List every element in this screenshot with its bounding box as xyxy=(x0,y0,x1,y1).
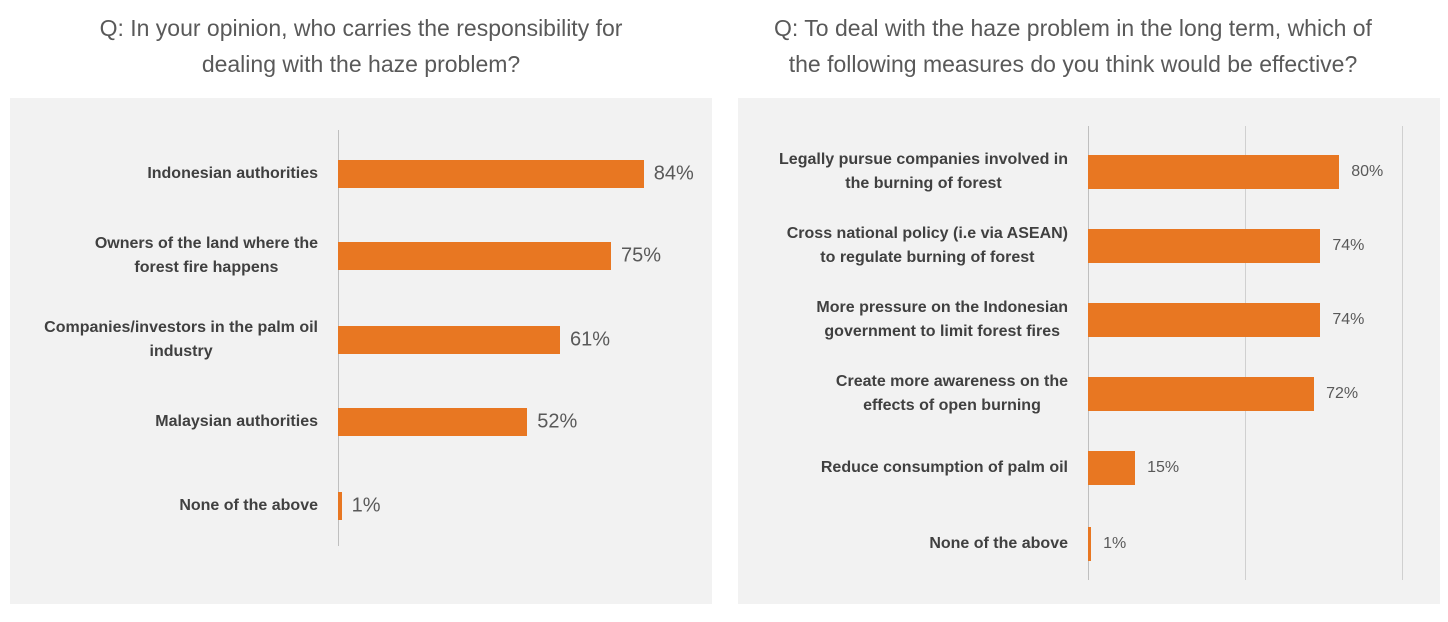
value-label: 74% xyxy=(1332,311,1365,328)
value-label: 84% xyxy=(653,162,694,185)
value-label: 61% xyxy=(570,328,611,351)
bar xyxy=(1088,155,1340,189)
category-label: More pressure on the Indonesian governme… xyxy=(738,290,1068,350)
chart-title: Q: To deal with the haze problem in the … xyxy=(774,15,1372,77)
value-label: 1% xyxy=(351,494,381,517)
bar xyxy=(338,326,561,354)
chart-title: Q: In your opinion, who carries the resp… xyxy=(99,15,623,77)
value-label: 74% xyxy=(1332,237,1365,254)
value-label: 15% xyxy=(1147,459,1180,476)
category-label: Cross national policy (i.e via ASEAN) to… xyxy=(738,216,1068,276)
category-text: Companies/investors in the palm oil indu… xyxy=(44,319,318,360)
grid-line xyxy=(1245,126,1246,580)
category-text: None of the above xyxy=(929,535,1068,552)
category-text: Create more awareness on the effects of … xyxy=(835,373,1068,414)
category-label: None of the above xyxy=(738,514,1068,574)
bar xyxy=(1088,527,1092,561)
value-label: 52% xyxy=(537,410,578,433)
bar xyxy=(1088,377,1315,411)
category-text: More pressure on the Indonesian governme… xyxy=(816,299,1068,340)
category-text: Cross national policy (i.e via ASEAN) to… xyxy=(786,225,1068,266)
value-label: 80% xyxy=(1351,163,1384,180)
bar xyxy=(338,160,644,188)
category-text: Owners of the land where the forest fire… xyxy=(94,235,318,276)
category-label: Indonesian authorities xyxy=(0,144,318,204)
category-label: None of the above xyxy=(0,476,318,536)
bar xyxy=(1088,229,1321,263)
bar xyxy=(338,242,611,270)
bar xyxy=(338,492,342,520)
value-label: 75% xyxy=(621,244,662,267)
category-text: Indonesian authorities xyxy=(147,165,318,182)
value-label: 72% xyxy=(1326,385,1359,402)
category-label: Companies/investors in the palm oil indu… xyxy=(0,310,318,370)
category-label: Create more awareness on the effects of … xyxy=(738,364,1068,424)
bar xyxy=(1088,451,1136,485)
bar xyxy=(338,408,528,436)
grid-line xyxy=(1402,126,1403,580)
category-label: Owners of the land where the forest fire… xyxy=(0,226,318,286)
category-text: None of the above xyxy=(179,497,318,514)
category-label: Legally pursue companies involved in the… xyxy=(738,142,1068,202)
bar xyxy=(1088,303,1321,337)
category-label: Reduce consumption of palm oil xyxy=(738,438,1068,498)
category-label: Malaysian authorities xyxy=(0,392,318,452)
value-label: 1% xyxy=(1103,535,1127,552)
category-text: Legally pursue companies involved in the… xyxy=(779,151,1068,192)
axis-line xyxy=(1088,126,1089,580)
category-text: Malaysian authorities xyxy=(155,413,318,430)
category-text: Reduce consumption of palm oil xyxy=(820,459,1068,476)
